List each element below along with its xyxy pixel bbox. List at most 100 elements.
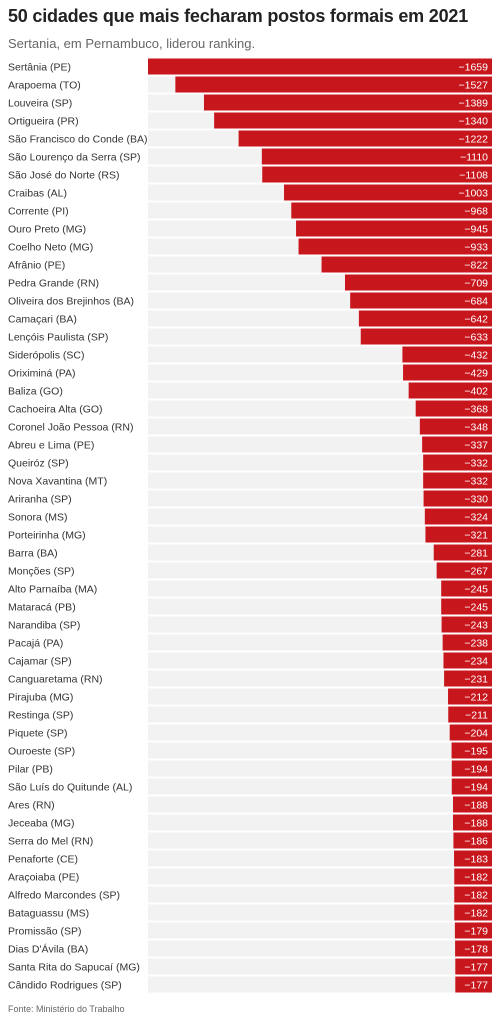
category-label: Narandiba (SP) xyxy=(8,619,80,631)
value-label: −211 xyxy=(465,709,488,721)
bar xyxy=(455,958,492,975)
bar xyxy=(424,508,492,525)
bar-track xyxy=(148,706,492,723)
bar-track xyxy=(148,922,492,939)
value-label: −177 xyxy=(464,979,488,991)
bar xyxy=(455,976,492,993)
value-label: −238 xyxy=(464,637,488,649)
bar-track xyxy=(148,454,492,471)
category-label: Araçoiaba (PE) xyxy=(8,871,79,883)
category-label: Baliza (GO) xyxy=(8,385,63,397)
bar xyxy=(448,706,492,723)
category-label: Canguaretama (RN) xyxy=(8,673,103,685)
category-label: Ares (RN) xyxy=(8,799,55,811)
category-label: Dias D'Ávila (BA) xyxy=(8,942,88,955)
value-label: −337 xyxy=(464,439,488,451)
value-label: −182 xyxy=(464,889,488,901)
bar-track xyxy=(148,616,492,633)
bar xyxy=(442,634,492,651)
value-label: −368 xyxy=(464,403,488,415)
bar-track xyxy=(148,490,492,507)
bar xyxy=(214,112,492,129)
value-label: −267 xyxy=(464,565,488,577)
bar xyxy=(441,580,492,597)
category-label: Piquete (SP) xyxy=(8,727,68,739)
bar-track xyxy=(148,544,492,561)
bar-track xyxy=(148,526,492,543)
bar-track xyxy=(148,904,492,921)
bar xyxy=(203,94,492,111)
value-label: −178 xyxy=(464,943,488,955)
category-label: Bataguassu (MS) xyxy=(8,907,89,919)
value-label: −245 xyxy=(464,601,488,613)
value-label: −195 xyxy=(464,745,488,757)
category-label: Pirajuba (MG) xyxy=(8,691,73,703)
bar xyxy=(296,220,492,237)
bar xyxy=(436,562,492,579)
value-label: −188 xyxy=(464,817,488,829)
bar xyxy=(449,724,492,741)
value-label: −1659 xyxy=(459,61,489,73)
value-label: −709 xyxy=(464,277,488,289)
category-label: Ortigueira (PR) xyxy=(8,115,79,127)
category-label: Queiróz (SP) xyxy=(8,457,69,469)
category-label: Afrânio (PE) xyxy=(8,259,65,271)
bar xyxy=(291,202,492,219)
category-label: Alto Parnaíba (MA) xyxy=(8,583,97,595)
bar xyxy=(441,598,492,615)
chart-title: 50 cidades que mais fecharam postos form… xyxy=(8,6,469,26)
category-label: Ouroeste (SP) xyxy=(8,745,75,757)
value-label: −183 xyxy=(464,853,488,865)
category-label: Cachoeira Alta (GO) xyxy=(8,403,103,415)
bar xyxy=(423,454,492,471)
category-label: Jeceaba (MG) xyxy=(8,817,75,829)
category-label: Pedra Grande (RN) xyxy=(8,277,99,289)
bar xyxy=(402,346,492,363)
chart-subtitle: Sertania, em Pernambuco, liderou ranking… xyxy=(8,36,256,51)
bar-track xyxy=(148,598,492,615)
bar-track xyxy=(148,508,492,525)
category-label: Nova Xavantina (MT) xyxy=(8,475,107,487)
value-label: −1108 xyxy=(459,169,488,181)
bar xyxy=(422,436,492,453)
value-label: −684 xyxy=(464,295,488,307)
category-label: Arapoema (TO) xyxy=(8,79,81,91)
category-label: Promissão (SP) xyxy=(8,925,82,937)
category-label: Pacajá (PA) xyxy=(8,637,63,649)
category-label: Sertânia (PE) xyxy=(8,61,71,73)
bar xyxy=(175,76,492,93)
value-label: −933 xyxy=(464,241,488,253)
bar-track xyxy=(148,652,492,669)
bar-track xyxy=(148,814,492,831)
value-label: −321 xyxy=(464,529,488,541)
bar xyxy=(453,796,492,813)
category-label: Mataracá (PB) xyxy=(8,601,76,613)
bar-track xyxy=(148,634,492,651)
value-label: −234 xyxy=(464,655,488,667)
bar xyxy=(148,58,492,75)
category-label: Cândido Rodrigues (SP) xyxy=(8,979,122,991)
value-label: −179 xyxy=(464,925,488,937)
value-label: −429 xyxy=(464,367,488,379)
bar xyxy=(451,760,492,777)
value-label: −1003 xyxy=(459,187,489,199)
bar xyxy=(423,472,492,489)
category-label: Craibas (AL) xyxy=(8,187,67,199)
bar-track xyxy=(148,418,492,435)
category-label: Penaforte (CE) xyxy=(8,853,78,865)
value-label: −231 xyxy=(464,673,488,685)
bar-track xyxy=(148,868,492,885)
bar xyxy=(455,940,492,957)
bar-track xyxy=(148,832,492,849)
value-label: −402 xyxy=(464,385,488,397)
value-label: −324 xyxy=(464,511,488,523)
value-label: −332 xyxy=(464,475,488,487)
value-label: −188 xyxy=(464,799,488,811)
bar xyxy=(454,868,492,885)
value-label: −182 xyxy=(464,907,488,919)
bar-track xyxy=(148,670,492,687)
bar-track xyxy=(148,580,492,597)
value-label: −332 xyxy=(464,457,488,469)
bar-track xyxy=(148,976,492,993)
